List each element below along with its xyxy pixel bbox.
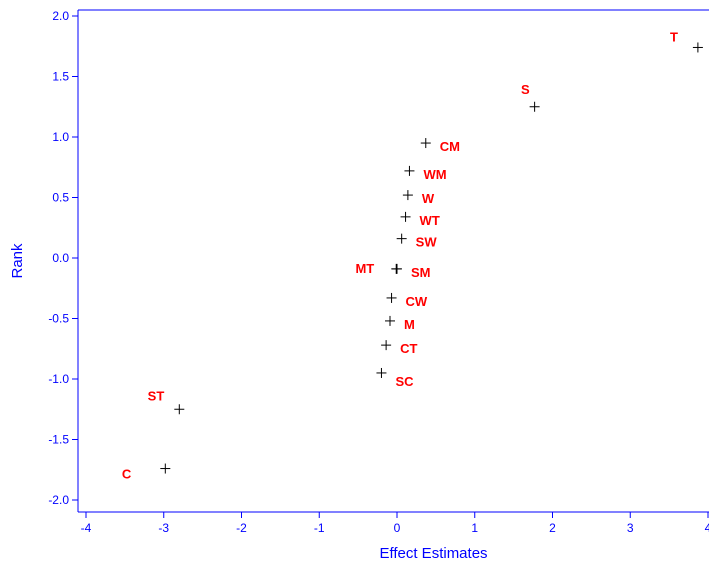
y-tick-label: 2.0	[52, 9, 69, 23]
axes: -4 -3 -2 -1 0 1 2 3 4 -2.0 -1.5 -1.0 -0.5 0.0 0.5 1.0 1.…	[48, 9, 709, 535]
y-tick-label: 1.0	[52, 130, 69, 144]
y-tick-label: 0.5	[52, 191, 69, 205]
point-label: T	[670, 29, 678, 44]
data-point: ST	[148, 388, 185, 415]
y-tick-label: -1.5	[48, 433, 69, 447]
y-tick-label: 1.5	[52, 70, 69, 84]
data-point: T	[670, 29, 703, 53]
x-tick-label: -4	[81, 521, 92, 535]
data-point: SM	[392, 263, 431, 280]
x-tick-label: -1	[314, 521, 325, 535]
point-label: CM	[440, 139, 460, 154]
y-tick-label: -0.5	[48, 312, 69, 326]
x-axis-title: Effect Estimates	[379, 545, 487, 562]
data-point: W	[402, 190, 435, 206]
point-label: M	[404, 317, 415, 332]
x-tick-label: 0	[394, 521, 401, 535]
point-label: SM	[411, 265, 431, 280]
y-axis-title: Rank	[9, 243, 26, 279]
x-tick-label: 3	[627, 521, 634, 535]
x-tick-label: 1	[471, 521, 478, 535]
x-tick-label: -3	[158, 521, 169, 535]
x-tick-label: -2	[236, 521, 247, 535]
point-label: MT	[355, 261, 374, 276]
point-label: CT	[400, 341, 417, 356]
y-tick-label: -2.0	[48, 493, 69, 507]
x-tick-label: 4	[705, 521, 709, 535]
data-point: WT	[400, 211, 440, 228]
data-point: SW	[396, 233, 438, 250]
data-point: CW	[386, 292, 428, 309]
data-point: SC	[376, 367, 414, 389]
point-label: C	[122, 467, 132, 482]
data-point: CT	[381, 340, 418, 356]
point-label: SW	[416, 235, 438, 250]
point-label: SC	[395, 374, 414, 389]
data-point: CM	[420, 138, 460, 154]
point-label: CW	[406, 294, 428, 309]
point-label: S	[521, 82, 530, 97]
point-label: ST	[148, 388, 165, 403]
data-point: M	[385, 315, 415, 332]
data-point: S	[521, 82, 540, 112]
data-points: T S CM WM W WT SW MT SM CW M CT SC ST C	[122, 29, 703, 482]
y-tick-label: 0.0	[52, 251, 69, 265]
x-tick-label: 2	[549, 521, 556, 535]
point-label: W	[422, 191, 435, 206]
data-point: C	[122, 463, 171, 482]
data-point: WM	[404, 165, 447, 182]
point-label: WT	[420, 213, 440, 228]
point-label: WM	[423, 167, 446, 182]
y-tick-label: -1.0	[48, 372, 69, 386]
